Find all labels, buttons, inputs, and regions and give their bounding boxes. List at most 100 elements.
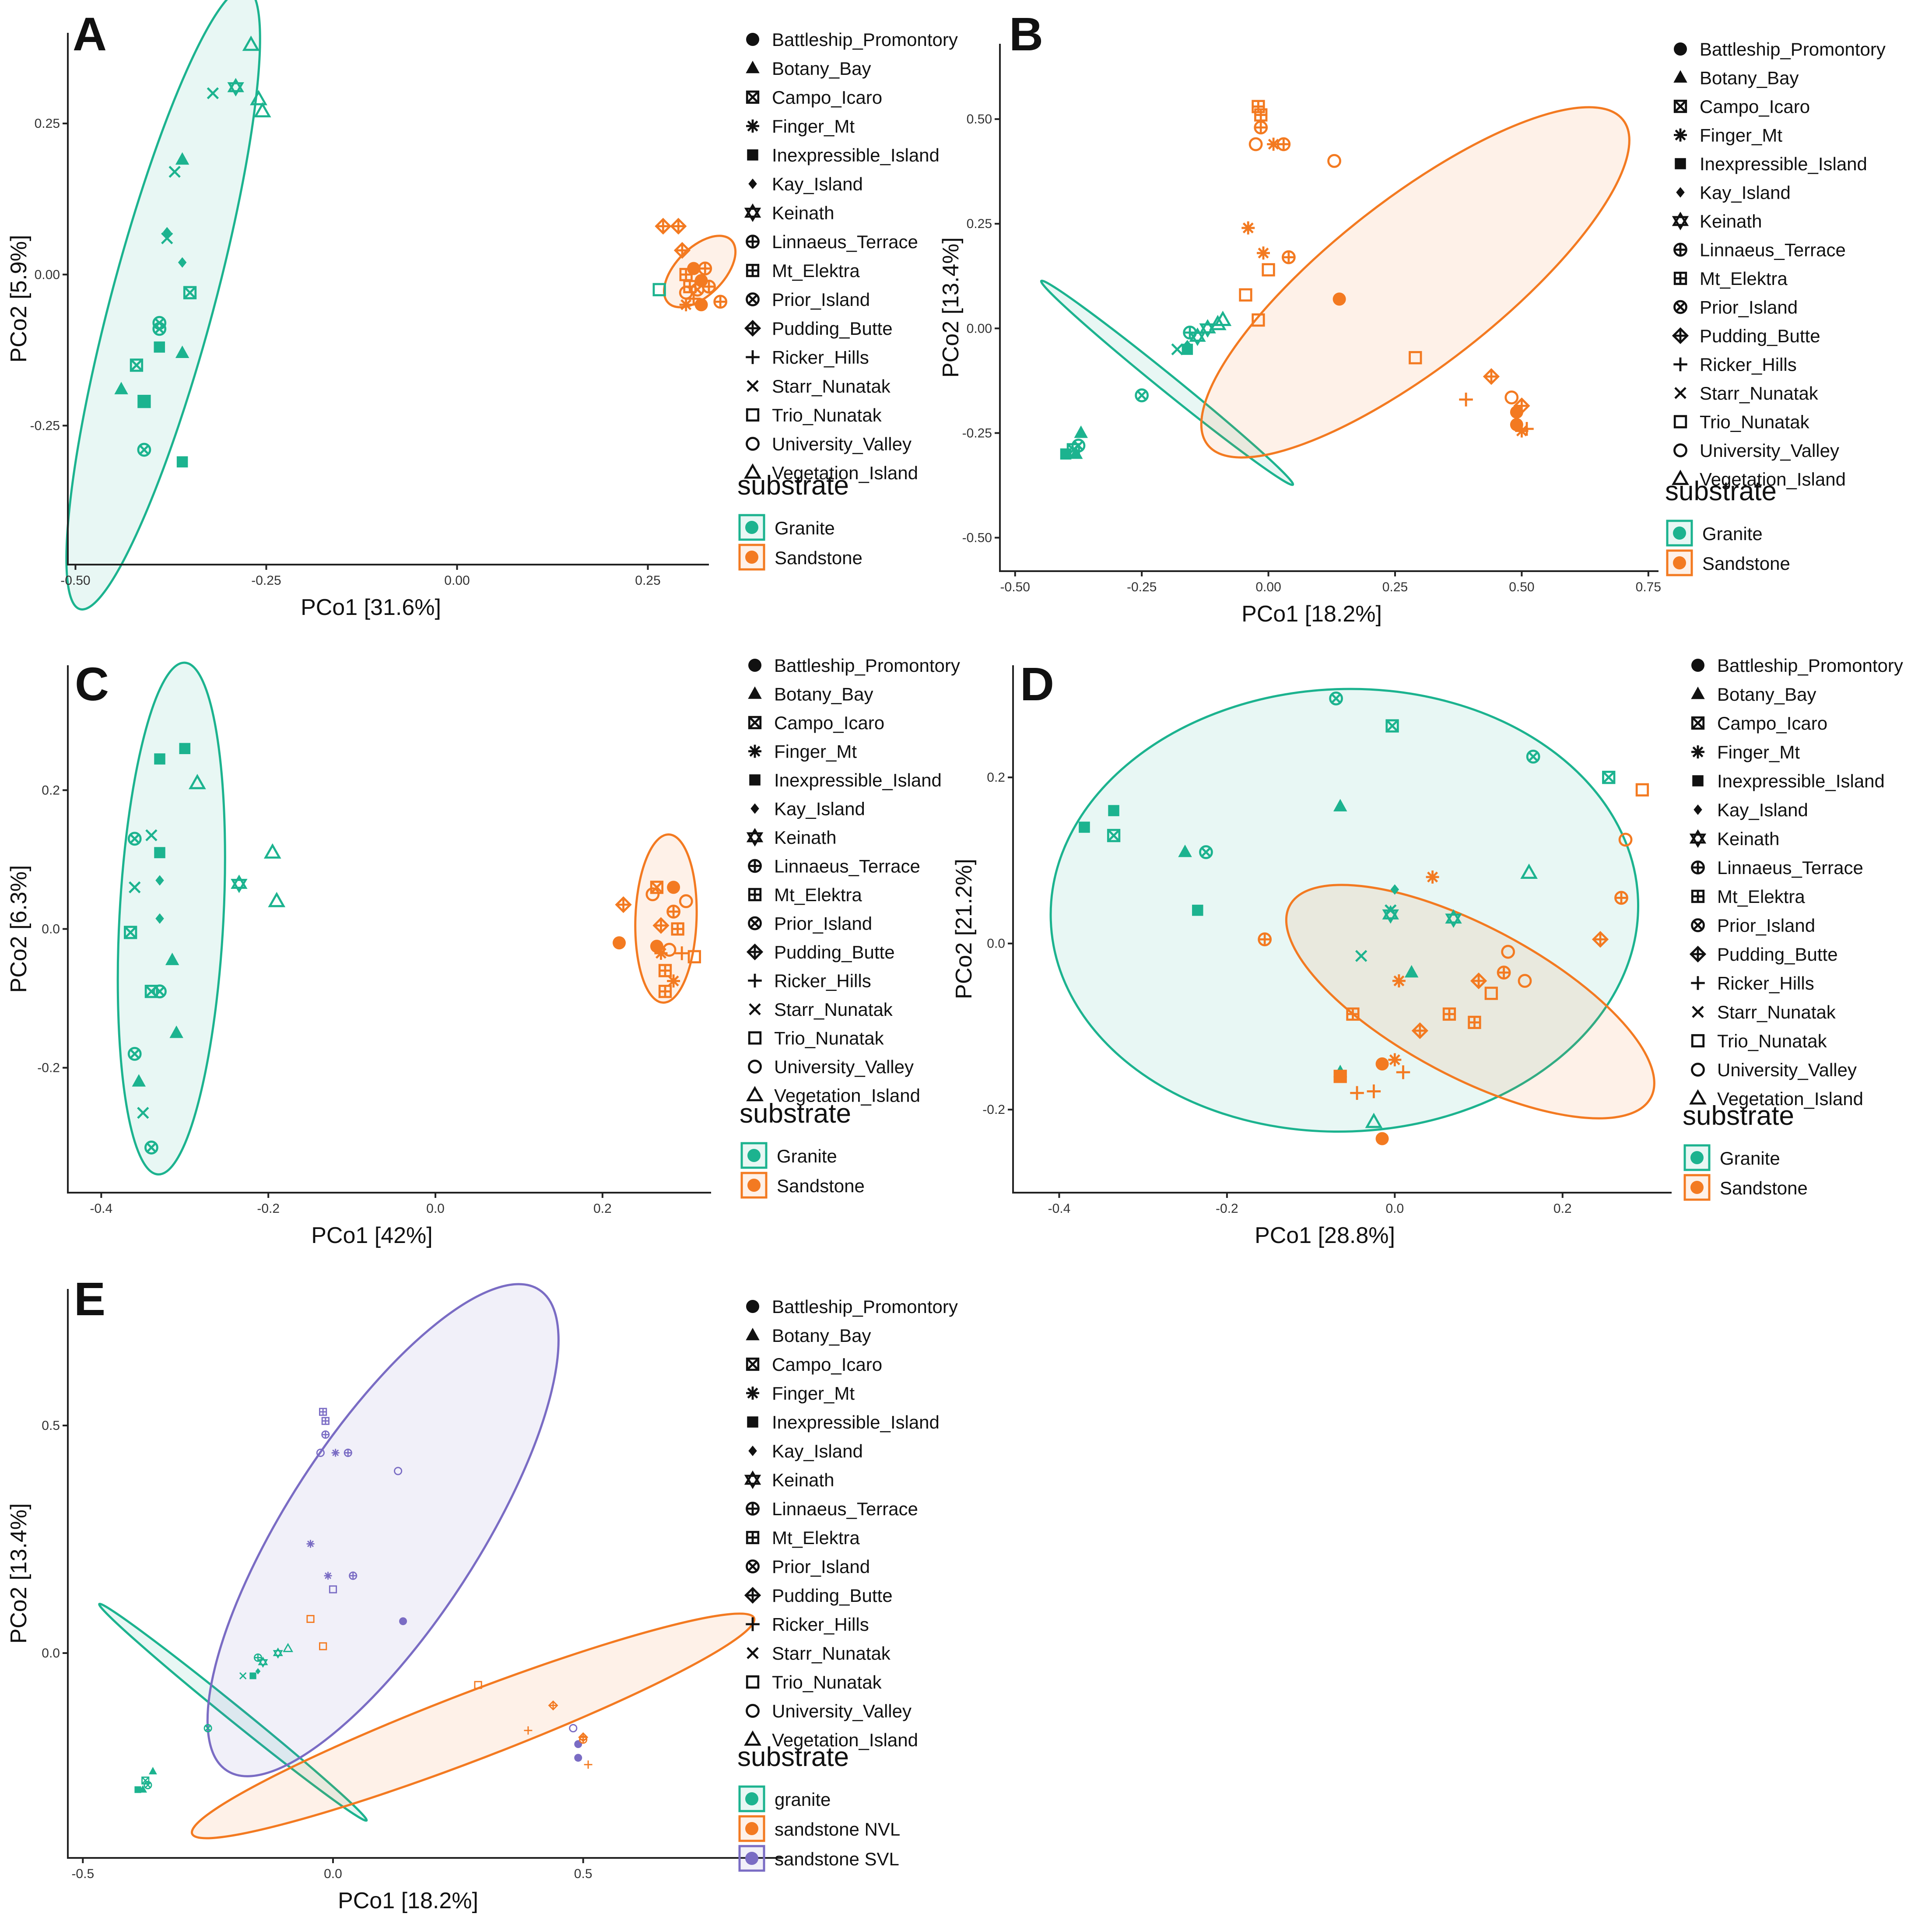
legend-site-label: Botany_Bay	[1700, 68, 1799, 88]
legend-site-label: Prior_Island	[774, 913, 872, 934]
data-point	[1375, 1132, 1389, 1145]
y-tick-label: 0.2	[987, 770, 1005, 785]
legend-site-label: Ricker_Hills	[774, 971, 871, 991]
data-point	[1355, 950, 1367, 962]
legend-site-label: Starr_Nunatak	[1700, 383, 1819, 404]
substrate-legend-label: Sandstone	[1720, 1178, 1808, 1198]
data-point	[137, 1106, 149, 1119]
legend-site-label: University_Valley	[772, 434, 912, 454]
legend-site-symbol	[1691, 860, 1705, 874]
legend-site-symbol	[1674, 387, 1687, 399]
legend-site-symbol	[747, 149, 758, 161]
data-point	[255, 1668, 261, 1675]
x-tick-label: 0.50	[1509, 580, 1534, 594]
x-tick-label: 0.2	[593, 1201, 612, 1216]
legend-site-label: Starr_Nunatak	[772, 376, 891, 397]
data-point	[344, 1448, 352, 1457]
legend-site-label: Campo_Icaro	[1700, 96, 1810, 117]
legend-site-label: Starr_Nunatak	[1717, 1002, 1836, 1022]
legend-site-symbol	[1672, 470, 1689, 485]
legend-site-label: Prior_Island	[772, 1556, 870, 1577]
x-tick-label: 0.0	[426, 1201, 445, 1216]
legend-site-symbol	[746, 1617, 760, 1631]
legend-site-label: Vegetation_Island	[774, 1085, 920, 1106]
legend-site-label: Prior_Island	[772, 289, 870, 310]
data-point	[189, 774, 206, 790]
legend-site-symbol	[748, 686, 762, 699]
data-point	[155, 875, 164, 886]
data-point	[702, 279, 716, 294]
legend-site-symbol	[1691, 1034, 1705, 1048]
legend-site-label: Mt_Elektra	[1700, 268, 1788, 289]
legend-site-label: Battleship_Promontory	[772, 29, 958, 50]
x-axis-title: PCo1 [42%]	[311, 1223, 433, 1248]
substrate-legend-label: sandstone SVL	[775, 1849, 899, 1869]
data-point	[306, 1540, 315, 1548]
data-point	[253, 102, 271, 118]
legend-site-symbol	[1673, 271, 1687, 285]
data-point	[179, 743, 191, 755]
y-tick-label: 0.25	[967, 217, 992, 231]
data-point	[349, 1571, 358, 1580]
data-point	[613, 936, 626, 950]
legend-site-label: Trio_Nunatak	[1717, 1031, 1827, 1051]
x-tick-label: -0.4	[1048, 1201, 1071, 1216]
substrate-legend-dot	[745, 1792, 758, 1805]
legend-site-symbol	[1692, 1006, 1704, 1018]
legend-site-symbol	[746, 33, 759, 46]
legend-site-symbol	[746, 235, 760, 249]
data-point	[331, 1449, 340, 1457]
data-point	[231, 874, 248, 893]
x-tick-label: -0.25	[1127, 580, 1157, 594]
data-point	[474, 1681, 482, 1689]
data-point	[1248, 137, 1263, 151]
legend-site-label: Keinath	[772, 203, 834, 223]
data-point	[273, 1647, 283, 1659]
legend-site-symbol	[746, 1327, 760, 1341]
data-point	[687, 950, 701, 964]
data-point	[258, 1657, 268, 1668]
data-point	[1079, 822, 1090, 833]
legend-site-symbol	[748, 1031, 762, 1045]
y-tick-label: 0.0	[42, 922, 60, 937]
legend-site-symbol	[1691, 659, 1704, 672]
data-point	[1510, 405, 1523, 419]
substrate-legend-label: Sandstone	[1702, 553, 1790, 574]
legend-site-label: Vegetation_Island	[772, 463, 918, 483]
legend-site-symbol	[746, 1559, 760, 1573]
data-point	[1618, 832, 1633, 847]
legend-site-label: Trio_Nunatak	[774, 1028, 884, 1049]
legend-site-symbol	[748, 1446, 757, 1456]
data-point	[239, 1672, 247, 1680]
data-point	[671, 922, 684, 936]
legend-site-label: Finger_Mt	[772, 116, 855, 137]
legend-site-label: Keinath	[1700, 211, 1762, 232]
data-point	[176, 456, 188, 468]
data-point	[1442, 1007, 1456, 1021]
data-point	[1257, 246, 1270, 260]
data-point	[1074, 425, 1088, 438]
legend-site-label: Campo_Icaro	[772, 87, 882, 108]
data-point	[127, 1046, 142, 1061]
legend-site-label: Keinath	[774, 827, 836, 848]
legend-site-symbol	[744, 203, 761, 222]
legend-site-label: Linnaeus_Terrace	[772, 1499, 918, 1519]
data-point	[1346, 1007, 1360, 1021]
substrate-legend-label: sandstone NVL	[775, 1819, 900, 1840]
data-point	[154, 753, 165, 765]
panel-D: -0.4 -0.2 0.0 0.2 -0.2 0.0 0.2 PCo1 [28.8%] PCo2…	[951, 655, 1903, 1248]
substrate-legend-label: Granite	[775, 518, 835, 538]
ellipse-granite	[116, 661, 226, 1176]
y-axis-title: PCo2 [13.4%]	[938, 237, 964, 378]
ellipse-granite	[1049, 688, 1640, 1133]
data-point	[144, 1781, 152, 1790]
data-point	[268, 892, 286, 907]
legend-site-label: Kay_Island	[774, 799, 865, 819]
data-point	[1635, 783, 1649, 797]
data-point	[1192, 905, 1203, 916]
legend-site-label: Ricker_Hills	[1700, 355, 1797, 375]
y-tick-label: 0.2	[42, 783, 60, 797]
substrate-legend-label: Granite	[1702, 523, 1763, 544]
legend-site-symbol	[749, 1003, 761, 1015]
data-point	[394, 1467, 403, 1475]
